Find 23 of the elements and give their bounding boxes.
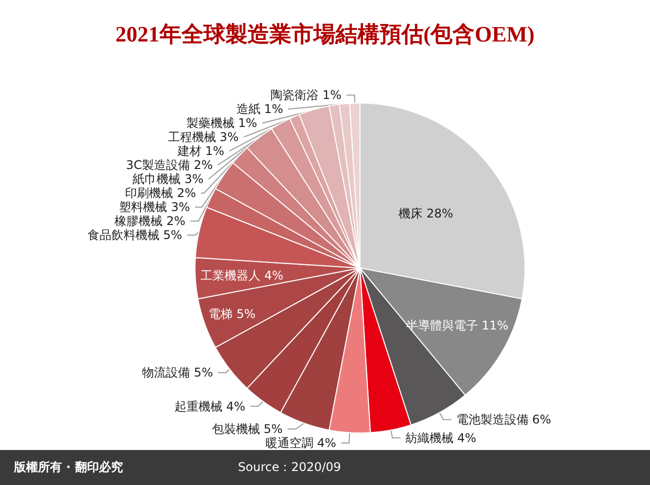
slice-label: 製藥機械 1% xyxy=(186,116,258,130)
slice-label: 工業機器人 4% xyxy=(200,268,284,282)
slice-label: 紙巾機械 3% xyxy=(132,172,204,186)
slice-label: 紡織機械 4% xyxy=(405,430,476,445)
source-note: Source：2020/09 xyxy=(238,459,342,476)
slice-label: 起重機械 4% xyxy=(174,399,246,414)
slice-label: 機床 28% xyxy=(398,206,454,220)
slice-label: 電梯 5% xyxy=(208,307,256,322)
slice-label: 陶瓷衛浴 1% xyxy=(270,88,342,102)
slice-label: 暖通空調 4% xyxy=(265,436,336,450)
slice-label: 電池製造設備 6% xyxy=(456,412,552,427)
text: 版權所有 · 翻印必究 xyxy=(14,459,123,476)
slice-label: 橡膠機械 2% xyxy=(114,214,186,228)
slice-label: 工程機械 3% xyxy=(168,130,239,144)
chart-title: 2021年全球製造業市場結構預估(包含OEM) xyxy=(115,22,535,46)
slice-label: 造紙 1% xyxy=(236,102,284,116)
slice-label: 3C製造設備 2% xyxy=(126,158,213,172)
slice-label: 塑料機械 3% xyxy=(119,200,190,214)
slice-label: 物流設備 5% xyxy=(142,366,213,380)
slice-label: 食品飲料機械 5% xyxy=(87,228,182,242)
slice-label: 印刷機械 2% xyxy=(125,186,196,200)
slice-label: 建材 1% xyxy=(176,144,224,158)
slice-label: 包裝機械 5% xyxy=(212,422,283,436)
